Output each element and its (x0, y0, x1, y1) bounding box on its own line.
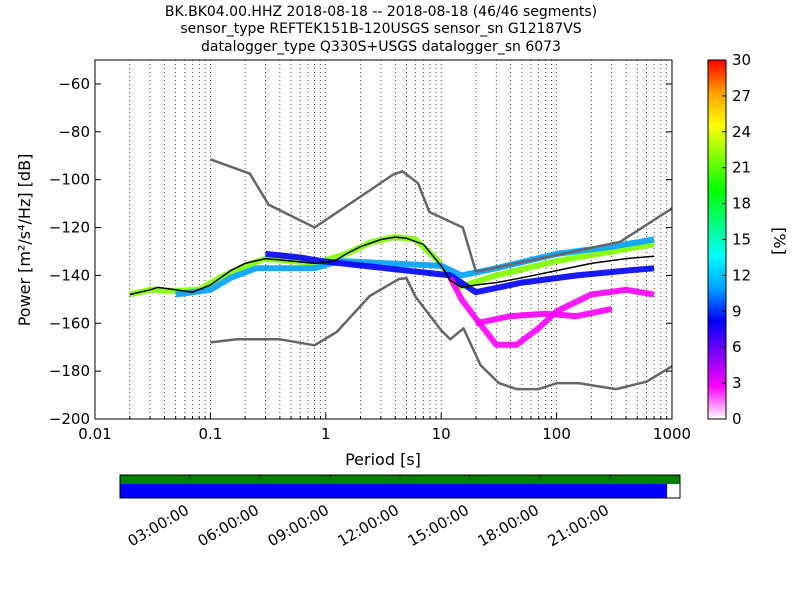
ppsd-plot: 0.01 0.1 1 10 100 1000 −60 −80 −100 −120 −140 −160… (15, 59, 691, 469)
x-tick-label: 0.1 (198, 425, 222, 443)
timeline-top-bar (120, 475, 680, 484)
y-tick-label: −100 (49, 171, 90, 189)
colorbar-label: [%] (770, 227, 789, 255)
series-layer (129, 158, 672, 391)
y-tick-label: −60 (58, 75, 90, 93)
colorbar-tick-label: 18 (732, 195, 751, 213)
y-tick-label: −120 (49, 219, 90, 237)
plot-frame (94, 59, 673, 420)
mode-line (129, 236, 655, 296)
timeline-label: 12:00:00 (335, 501, 402, 550)
colorbar-tick-label: 15 (732, 231, 751, 249)
density-branch (447, 276, 655, 348)
colorbar-tick-label: 21 (732, 159, 751, 177)
colorbar-tick-label: 6 (732, 338, 742, 356)
x-tick-label: 1000 (653, 425, 691, 443)
y-tick-label: −80 (58, 123, 90, 141)
title-line-2: sensor_type REFTEK151B-120USGS sensor_sn… (180, 21, 581, 37)
colorbar-tick-label: 12 (732, 266, 751, 284)
x-tick-label: 0.01 (78, 425, 111, 443)
x-axis-label: Period [s] (345, 450, 421, 469)
density-branch (475, 305, 613, 327)
timeline-label: 18:00:00 (475, 501, 542, 550)
y-tick-label: −200 (49, 410, 90, 428)
colorbar-tick-label: 30 (732, 51, 751, 69)
low-noise-model-line (210, 277, 672, 391)
y-axis-ticks: −60 −80 −100 −120 −140 −160 −180 −200 (49, 75, 672, 428)
timeline-data-bar (120, 484, 668, 498)
timeline-label: 15:00:00 (405, 501, 472, 550)
timeline: 03:00:00 06:00:00 09:00:00 12:00:00 15:00:00… (119, 474, 681, 550)
density-branch (265, 250, 655, 296)
colorbar-tick-label: 24 (732, 123, 751, 141)
timeline-label: 03:00:00 (125, 501, 192, 550)
colorbar-tick-label: 3 (732, 374, 742, 392)
timeline-label: 09:00:00 (265, 501, 332, 550)
colorbar-tick-label: 27 (732, 87, 751, 105)
chart-title: BK.BK04.00.HHZ 2018-08-18 -- 2018-08-18 … (165, 4, 597, 55)
title-line-1: BK.BK04.00.HHZ 2018-08-18 -- 2018-08-18 … (165, 4, 597, 20)
timeline-label: 06:00:00 (195, 501, 262, 550)
y-tick-label: −160 (49, 314, 90, 332)
y-axis-label: Power [m²/s⁴/Hz] [dB] (15, 154, 34, 327)
colorbar-tick-label: 0 (732, 410, 742, 428)
high-noise-model-line (209, 158, 672, 274)
x-axis-ticks: 0.01 0.1 1 10 100 1000 (78, 413, 691, 443)
title-line-3: datalogger_type Q330S+USGS datalogger_sn… (201, 39, 561, 55)
colorbar-ticks: 0 3 6 9 12 15 18 21 24 27 30 (722, 51, 751, 428)
colorbar-tick-label: 9 (732, 302, 742, 320)
timeline-label: 21:00:00 (545, 501, 612, 550)
x-tick-label: 100 (542, 425, 571, 443)
colorbar: 0 3 6 9 12 15 18 21 24 27 30 [%] (707, 51, 789, 428)
y-tick-label: −140 (49, 266, 90, 284)
x-tick-label: 1 (321, 425, 331, 443)
x-tick-label: 10 (432, 425, 451, 443)
y-tick-label: −180 (49, 362, 90, 380)
